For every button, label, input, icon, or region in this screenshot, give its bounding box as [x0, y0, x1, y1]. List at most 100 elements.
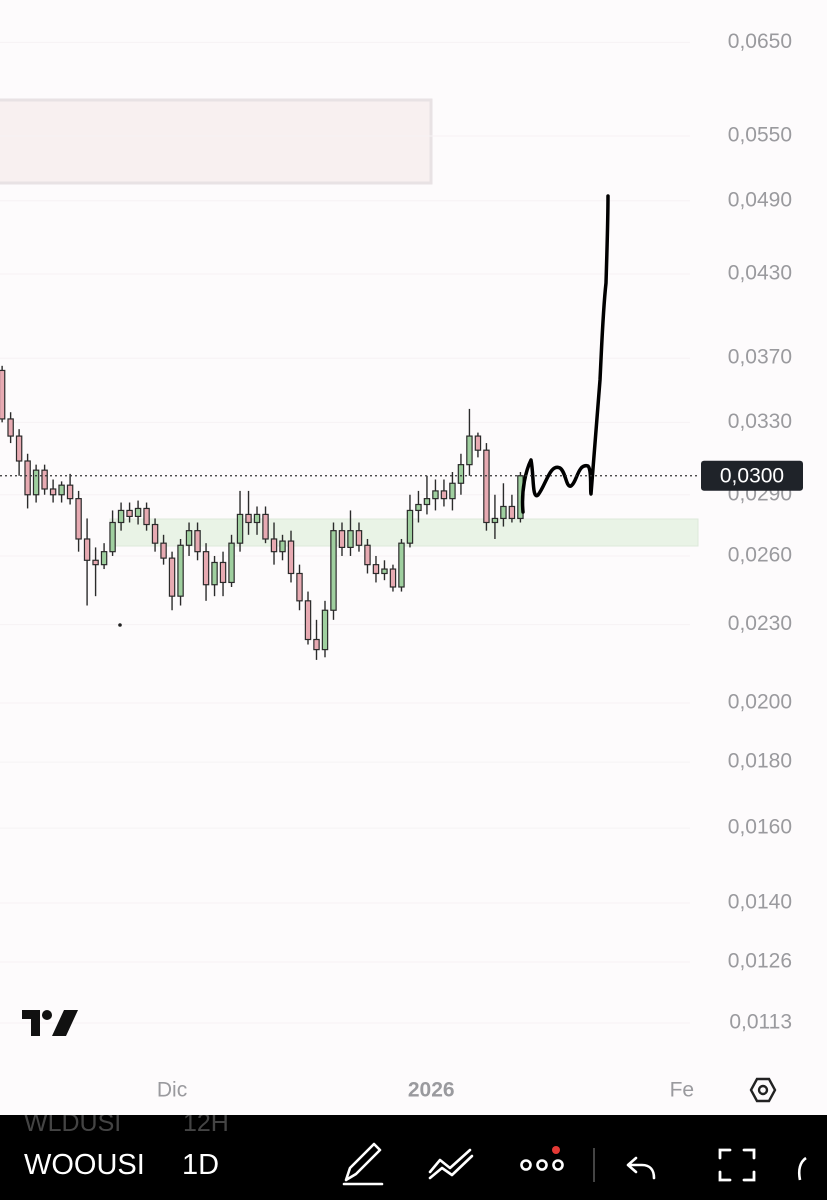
candle-body [364, 544, 371, 566]
candle-body [389, 568, 397, 588]
y-tick-label: 0,0550 [728, 124, 792, 147]
candle-body [457, 464, 465, 484]
toolbar-icons [342, 1142, 807, 1186]
candle-body [474, 435, 482, 451]
candle-body [440, 490, 448, 500]
candle-body [75, 498, 82, 540]
candle-body [58, 484, 65, 496]
candle-body [160, 542, 167, 559]
toolbar: WLDUSI 12H WOOUSI 1D [0, 1115, 827, 1200]
dot [118, 623, 122, 627]
y-tick-label: 0,0370 [728, 346, 792, 369]
candle-body [500, 505, 507, 520]
candle-body [372, 564, 380, 575]
candle-body [168, 557, 176, 597]
candle-body [117, 509, 125, 524]
candle-body [109, 521, 116, 553]
settings-icon[interactable] [749, 1077, 777, 1103]
prev-symbol: WLDUSI [24, 1115, 122, 1137]
grid [0, 41, 690, 1024]
candle-body [7, 418, 14, 437]
last-price-label: 0,0300 [720, 464, 784, 487]
candle-body [330, 530, 337, 611]
draw-tool[interactable] [342, 1142, 384, 1186]
y-tick-label: 0,0490 [728, 188, 792, 211]
candle-body [338, 530, 346, 549]
candle-body [508, 505, 516, 520]
candle-body [49, 488, 57, 496]
candle-body [491, 517, 499, 524]
symbol[interactable]: WOOUSI [24, 1149, 145, 1181]
y-tick-label: 0,0140 [728, 891, 792, 914]
support-zone [109, 518, 699, 547]
x-tick-label: 2026 [408, 1079, 455, 1102]
candle-body [415, 503, 422, 512]
candle-body [66, 484, 74, 500]
resistance-zone [0, 98, 433, 185]
candles [0, 365, 524, 660]
y-tick-label: 0,0430 [728, 261, 792, 284]
candle-body [219, 561, 227, 584]
x-tick-label: Dic [157, 1079, 187, 1102]
candle-body [483, 449, 490, 524]
more-tool[interactable] [520, 1159, 564, 1171]
candle-body [126, 509, 133, 518]
candle-body [296, 572, 303, 602]
candle-body [134, 507, 142, 518]
candle-body [143, 507, 150, 526]
trend-tool[interactable] [428, 1148, 474, 1180]
candle-body [92, 559, 99, 566]
more-edge [797, 1156, 807, 1181]
candle-body [245, 513, 252, 524]
x-tick-label: Fe [670, 1079, 695, 1102]
candle-body [262, 513, 269, 540]
candle-body [236, 513, 244, 544]
candle-body [83, 538, 91, 561]
y-tick-label: 0,0126 [728, 950, 792, 973]
candle-body [151, 523, 159, 544]
fullscreen[interactable] [718, 1148, 756, 1182]
candle-body [253, 513, 261, 524]
candle-body [279, 540, 286, 553]
candle-body [321, 609, 329, 651]
candle-body [100, 551, 108, 566]
candle-body [381, 568, 388, 575]
candle-body [432, 490, 439, 500]
candle-body [202, 551, 210, 586]
y-tick-label: 0,0650 [728, 30, 792, 53]
candle-body [355, 530, 363, 546]
prev-interval: 12H [183, 1115, 229, 1137]
candle-body [423, 498, 431, 506]
candle-body [347, 530, 354, 549]
candle-body [449, 482, 456, 500]
undo[interactable] [626, 1156, 656, 1180]
candle-body [304, 600, 312, 641]
candle-body [24, 460, 31, 496]
tradingview-logo [22, 1010, 78, 1036]
candle-body [466, 435, 473, 466]
candle-body [194, 530, 201, 553]
y-tick-label: 0,0200 [728, 691, 792, 714]
candle-body [211, 561, 218, 586]
candle-body [32, 469, 40, 496]
candle-body [0, 369, 6, 420]
y-tick-label: 0,0260 [728, 544, 792, 567]
candle-body [398, 542, 405, 588]
y-tick-label: 0,0330 [728, 410, 792, 433]
candle-body [406, 509, 414, 544]
last-price-badge [701, 460, 803, 491]
candle-body [313, 638, 320, 651]
chart: 0,0650 0,0550 0,0490 0,0430 0,0370 0,0330 0,02… [0, 0, 827, 1115]
candle-body [185, 530, 193, 546]
candle-body [270, 538, 278, 553]
chart-background [0, 0, 827, 1115]
y-tick-label: 0,0230 [728, 612, 792, 635]
y-tick-label: 0,0180 [728, 750, 792, 773]
candle-body [15, 435, 23, 462]
candle-body [287, 540, 295, 575]
candle-body [228, 542, 235, 584]
interval[interactable]: 1D [182, 1149, 220, 1181]
candle-body [177, 544, 184, 597]
notification-dot [552, 1146, 560, 1154]
